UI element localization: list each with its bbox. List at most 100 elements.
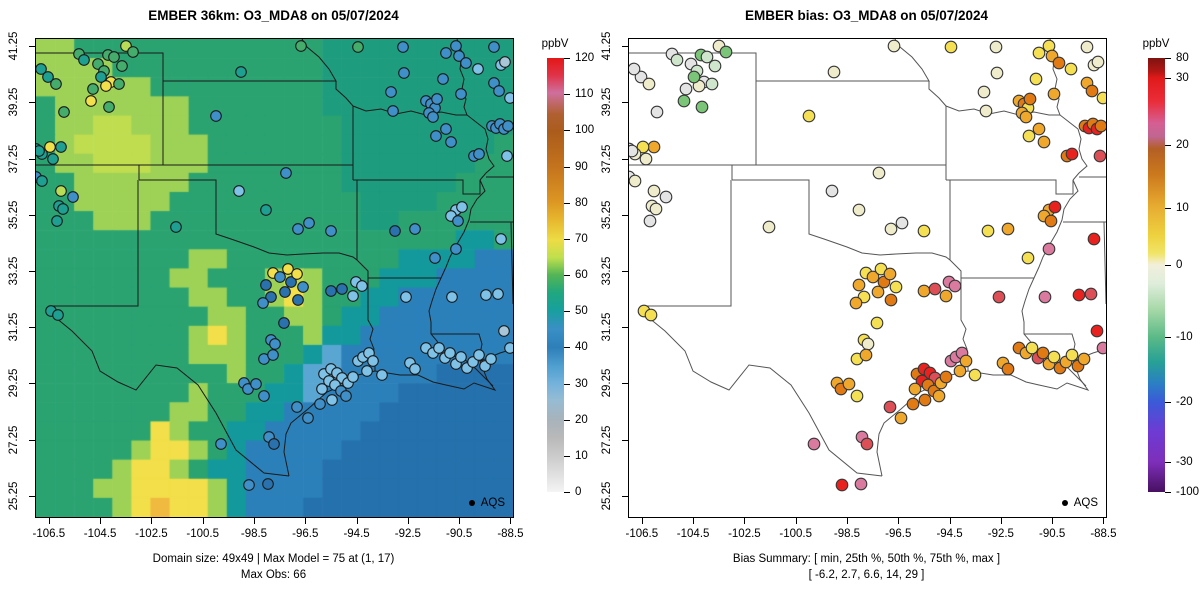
aqs-station-point — [260, 279, 272, 291]
aqs-station-point — [504, 92, 513, 104]
colorbar-tick — [564, 275, 570, 276]
aqs-station-point — [440, 123, 452, 135]
aqs-station-point — [269, 338, 281, 350]
x-axis-tick — [693, 518, 695, 524]
aqs-station-point — [502, 120, 513, 132]
right-colorbar-units: ppbV — [1142, 38, 1170, 50]
left-caption-line1: Domain size: 49x49 | Max Model = 75 at (… — [152, 553, 395, 565]
aqs-station-point — [1022, 129, 1036, 143]
y-tick-label: 35.25 — [601, 200, 613, 230]
colorbar-tick — [1165, 208, 1171, 210]
aqs-station-point — [430, 130, 442, 142]
x-tick-label: -92.5 — [987, 528, 1014, 540]
aqs-station-point — [642, 77, 656, 91]
aqs-station-point — [1084, 287, 1098, 301]
aqs-station-point — [473, 349, 485, 361]
aqs-station-point — [437, 73, 449, 85]
aqs-station-point — [1077, 352, 1091, 366]
aqs-station-point — [1047, 87, 1061, 101]
aqs-station-point — [385, 86, 397, 98]
aqs-station-point — [103, 101, 115, 113]
aqs-station-point — [677, 94, 691, 108]
aqs-station-point — [1096, 341, 1106, 355]
aqs-station-point — [303, 217, 315, 229]
x-axis-tick — [846, 518, 848, 524]
colorbar-tick — [564, 492, 570, 493]
y-axis-tick — [622, 158, 628, 160]
right-caption-line1: Bias Summary: [ min, 25th %, 50th %, 75t… — [732, 553, 1001, 565]
x-tick-label: -96.5 — [885, 528, 912, 540]
aqs-legend-label: AQS — [1073, 497, 1098, 509]
aqs-station-point — [629, 174, 642, 188]
aqs-station-point — [215, 438, 227, 450]
aqs-station-point — [918, 393, 932, 407]
left-map-area: AQS — [36, 39, 513, 517]
aqs-station-point — [452, 215, 464, 227]
aqs-station-point — [127, 46, 139, 58]
aqs-station-point — [835, 478, 849, 492]
aqs-station-point — [1032, 46, 1046, 60]
aqs-station-point — [326, 394, 338, 406]
y-tick-label: 39.25 — [8, 87, 20, 117]
y-tick-label: 33.25 — [8, 256, 20, 286]
aqs-station-point — [948, 279, 962, 293]
aqs-station-point — [361, 365, 373, 377]
aqs-station-point — [1047, 350, 1061, 364]
aqs-station-point — [446, 291, 458, 303]
colorbar-tick-label: 20 — [575, 413, 588, 426]
aqs-station-point — [47, 153, 59, 165]
colorbar-tick-label: 80 — [1176, 52, 1189, 64]
aqs-station-point — [455, 88, 467, 100]
x-tick-label: -104.5 — [83, 528, 117, 540]
aqs-station-point — [650, 105, 664, 119]
right-colorbar — [1148, 58, 1165, 492]
colorbar-tick-label: 70 — [575, 232, 588, 245]
aqs-legend: AQS — [468, 497, 505, 509]
aqs-station-point — [1042, 242, 1056, 256]
colorbar-tick — [564, 202, 570, 204]
colorbar-tick-label: 30 — [575, 377, 588, 390]
x-tick-label: -96.5 — [292, 528, 319, 540]
x-axis-tick — [795, 518, 797, 524]
aqs-station-point — [860, 437, 874, 451]
aqs-station-point — [639, 152, 653, 166]
aqs-station-point — [450, 243, 462, 255]
aqs-legend-label: AQS — [480, 497, 505, 509]
x-axis-tick — [1000, 518, 1002, 524]
aqs-station-point — [427, 111, 439, 123]
x-axis-tick — [1052, 518, 1054, 524]
aqs-station-point — [981, 224, 995, 238]
y-axis-tick — [29, 439, 35, 441]
aqs-station-point — [852, 278, 866, 292]
aqs-station-point — [429, 252, 441, 264]
aqs-station-point — [498, 325, 510, 337]
aqs-station-point — [1072, 288, 1086, 302]
colorbar-tick-label: 110 — [575, 88, 594, 101]
aqs-station-point — [444, 347, 456, 359]
aqs-station-point — [629, 62, 641, 76]
colorbar-tick — [1165, 402, 1171, 404]
aqs-station-point — [643, 214, 657, 228]
aqs-station-point — [340, 390, 352, 402]
right-plot-title: EMBER bias: O3_MDA8 on 05/07/2024 — [744, 8, 989, 23]
aqs-station-point — [849, 296, 863, 310]
y-tick-label: 41.25 — [601, 31, 613, 61]
aqs-station-point — [719, 45, 733, 59]
aqs-station-point — [884, 293, 898, 307]
colorbar-tick-label: 80 — [575, 196, 588, 209]
aqs-station-point — [932, 389, 946, 403]
aqs-station-point — [376, 369, 388, 381]
aqs-station-point — [210, 110, 222, 122]
state-border-line — [1063, 176, 1106, 305]
x-axis-tick — [202, 518, 204, 524]
aqs-station-point — [292, 223, 304, 235]
state-border-line — [946, 179, 1074, 195]
x-axis-tick — [949, 518, 951, 524]
y-axis-tick — [622, 46, 628, 48]
aqs-legend-dot-icon — [468, 500, 475, 506]
aqs-station-point — [258, 390, 270, 402]
aqs-station-point — [297, 281, 309, 293]
y-axis-tick — [622, 270, 628, 272]
aqs-station-point — [282, 263, 294, 275]
